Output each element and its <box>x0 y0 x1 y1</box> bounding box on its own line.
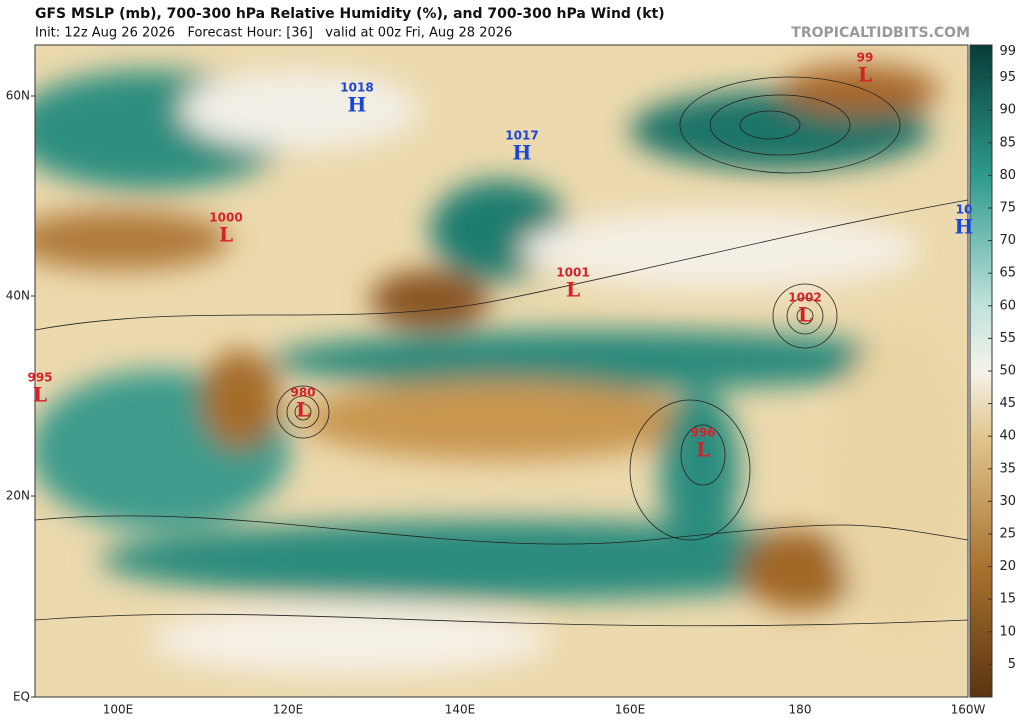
subtitle: Init: 12z Aug 26 2026 Forecast Hour: [36… <box>35 26 512 41</box>
colorbar-label: 85 <box>999 135 1016 150</box>
title: GFS MSLP (mb), 700-300 hPa Relative Humi… <box>35 6 665 22</box>
lon-label: 160E <box>615 703 646 717</box>
colorbar-label: 40 <box>999 429 1016 444</box>
center-symbol: L <box>858 63 872 87</box>
colorbar-label: 15 <box>999 592 1016 607</box>
colorbar-label: 55 <box>999 331 1016 346</box>
map-frame <box>34 44 969 698</box>
lon-label: 160W <box>951 703 986 717</box>
center-symbol: H <box>348 93 367 117</box>
lat-label: 60N <box>6 89 30 103</box>
colorbar-label: 45 <box>999 396 1016 411</box>
center-pressure: 1000 <box>209 211 242 225</box>
center-pressure: 980 <box>290 386 315 400</box>
colorbar-label: 25 <box>999 527 1016 542</box>
lat-label: EQ <box>13 690 30 704</box>
center-symbol: H <box>513 141 532 165</box>
lon-label: 100E <box>103 703 134 717</box>
colorbar-label: 50 <box>999 364 1016 379</box>
center-pressure: 99 <box>857 51 874 65</box>
colorbar-label: 90 <box>999 103 1016 118</box>
lat-label: 20N <box>6 489 30 503</box>
colorbar-label: 95 <box>999 70 1016 85</box>
center-pressure: 1018 <box>340 81 373 95</box>
colorbar-label: 80 <box>999 168 1016 183</box>
colorbar-label: 65 <box>999 266 1016 281</box>
colorbar-label: 60 <box>999 298 1016 313</box>
lon-label: 120E <box>273 703 304 717</box>
center-symbol: L <box>566 278 580 302</box>
lon-label: 180 <box>789 703 812 717</box>
center-pressure: 995 <box>27 371 52 385</box>
center-pressure: 996 <box>690 426 715 440</box>
colorbar-label: 10 <box>999 624 1016 639</box>
center-symbol: L <box>798 303 812 327</box>
colorbar-label: 99 <box>999 44 1016 59</box>
colorbar-label: 35 <box>999 461 1016 476</box>
center-symbol: L <box>219 223 233 247</box>
center-symbol: L <box>33 383 47 407</box>
colorbar-label: 20 <box>999 559 1016 574</box>
center-pressure: 1002 <box>788 291 821 305</box>
center-symbol: H <box>955 215 974 239</box>
center-pressure: 1017 <box>505 129 538 143</box>
watermark: TROPICALTIDBITS.COM <box>791 25 970 41</box>
isobars <box>35 76 968 627</box>
colorbar-label: 30 <box>999 494 1016 509</box>
center-symbol: L <box>696 438 710 462</box>
colorbar-label: 75 <box>999 201 1016 216</box>
colorbar-label: 5 <box>1008 657 1016 672</box>
center-pressure: 10 <box>956 203 973 217</box>
center-pressure: 1001 <box>556 266 589 280</box>
center-symbol: L <box>296 398 310 422</box>
lat-label: 40N <box>6 289 30 303</box>
colorbar-label: 70 <box>999 233 1016 248</box>
map-field <box>35 45 968 697</box>
lon-label: 140E <box>445 703 476 717</box>
